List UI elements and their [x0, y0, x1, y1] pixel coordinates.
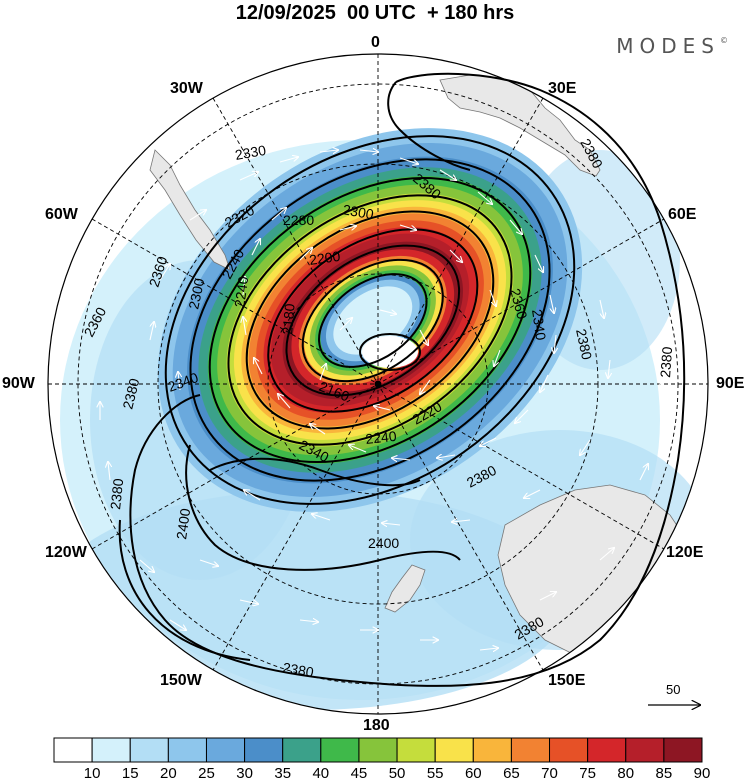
colorbar	[53, 737, 703, 763]
colorbar-tick-label: 25	[198, 765, 215, 782]
colorbar-swatch	[434, 737, 474, 763]
colorbar-tick-label: 65	[503, 765, 520, 782]
colorbar-swatch	[587, 737, 627, 763]
wind-vectors	[100, 150, 662, 650]
colorbar-swatch	[663, 737, 703, 763]
lon-label-120w: 120W	[45, 544, 87, 561]
colorbar-swatch	[205, 737, 246, 763]
colorbar-tick-label: 45	[350, 765, 368, 782]
colorbar-swatch	[625, 737, 665, 763]
contour-label: 2380	[573, 327, 595, 361]
contour-label: 2340	[529, 308, 549, 341]
contour-label: 2360	[507, 287, 531, 321]
colorbar-swatch	[472, 737, 512, 763]
lon-label-0: 0	[371, 34, 380, 51]
lon-label-60w: 60W	[45, 206, 78, 223]
contour-label: 2380	[657, 346, 675, 378]
colorbar-tick-label: 75	[579, 765, 596, 782]
contour-label: 2300	[185, 277, 207, 311]
colorbar-tick-label: 85	[655, 765, 673, 782]
brand-text: MODES	[616, 34, 720, 58]
graticule	[48, 54, 708, 714]
contour-label: 2400	[173, 507, 193, 540]
colorbar-swatch	[244, 737, 284, 763]
colorbar-swatch	[167, 737, 207, 763]
brand-mark: ©	[720, 36, 728, 46]
lon-label-150w: 150W	[160, 672, 202, 689]
colorbar-swatch	[396, 737, 436, 763]
colorbar-swatch	[510, 737, 551, 763]
map-title: 12/09/2025 00 UTC + 180 hrs	[235, 2, 515, 24]
map-boundary	[47, 53, 709, 715]
lon-label-60e: 60E	[668, 206, 697, 223]
contour-label: 2180	[279, 303, 298, 336]
colorbar-tick-label: 40	[312, 765, 330, 782]
contour-label: 2300	[341, 201, 375, 222]
colorbar-tick-label: 70	[541, 765, 558, 782]
colorbar-swatch	[549, 737, 589, 763]
contour-label: 2280	[283, 212, 314, 228]
colorbar-tick-label: 55	[426, 765, 444, 782]
colorbar-tick-label: 30	[236, 765, 253, 782]
colorbar-tick-label: 20	[160, 765, 177, 782]
colorbar-tick-label: 15	[121, 765, 139, 782]
contour-label: 2240	[365, 428, 398, 447]
lon-label-30e: 30E	[548, 80, 577, 97]
colorbar-tick-label: 50	[388, 765, 406, 782]
contour-label: 2380	[119, 376, 142, 410]
contour-label: 2330	[234, 142, 268, 163]
colorbar-tick-label: 10	[83, 765, 101, 782]
contour-label: 2240	[231, 275, 251, 308]
reference-vector-label: 50	[666, 682, 680, 697]
lon-label-90e: 90E	[716, 375, 745, 392]
contour-label: 2200	[308, 248, 341, 268]
lon-label-90w: 90W	[2, 375, 35, 392]
colorbar-tick-label: 60	[464, 765, 482, 782]
contour-label: 2400	[368, 535, 399, 551]
colorbar-swatch	[358, 737, 398, 763]
colorbar-swatch	[320, 737, 360, 763]
colorbar-tick-label: 90	[693, 765, 711, 782]
lon-label-30w: 30W	[170, 80, 203, 97]
height-contours	[118, 72, 686, 687]
colorbar-tick-label: 80	[617, 765, 635, 782]
colorbar-swatch	[129, 737, 169, 763]
contour-label: 2380	[281, 659, 315, 680]
colorbar-tick-label: 35	[274, 765, 292, 782]
lon-label-180: 180	[363, 717, 390, 734]
contour-label: 2380	[107, 477, 126, 510]
lon-label-150e: 150E	[548, 672, 586, 689]
colorbar-swatch	[91, 737, 131, 763]
lon-label-120e: 120E	[666, 544, 704, 561]
brand-logo: MODES©	[616, 34, 728, 58]
colorbar-swatch	[282, 737, 322, 763]
colorbar-swatch	[53, 737, 93, 763]
wind-speed-shading	[48, 54, 708, 714]
